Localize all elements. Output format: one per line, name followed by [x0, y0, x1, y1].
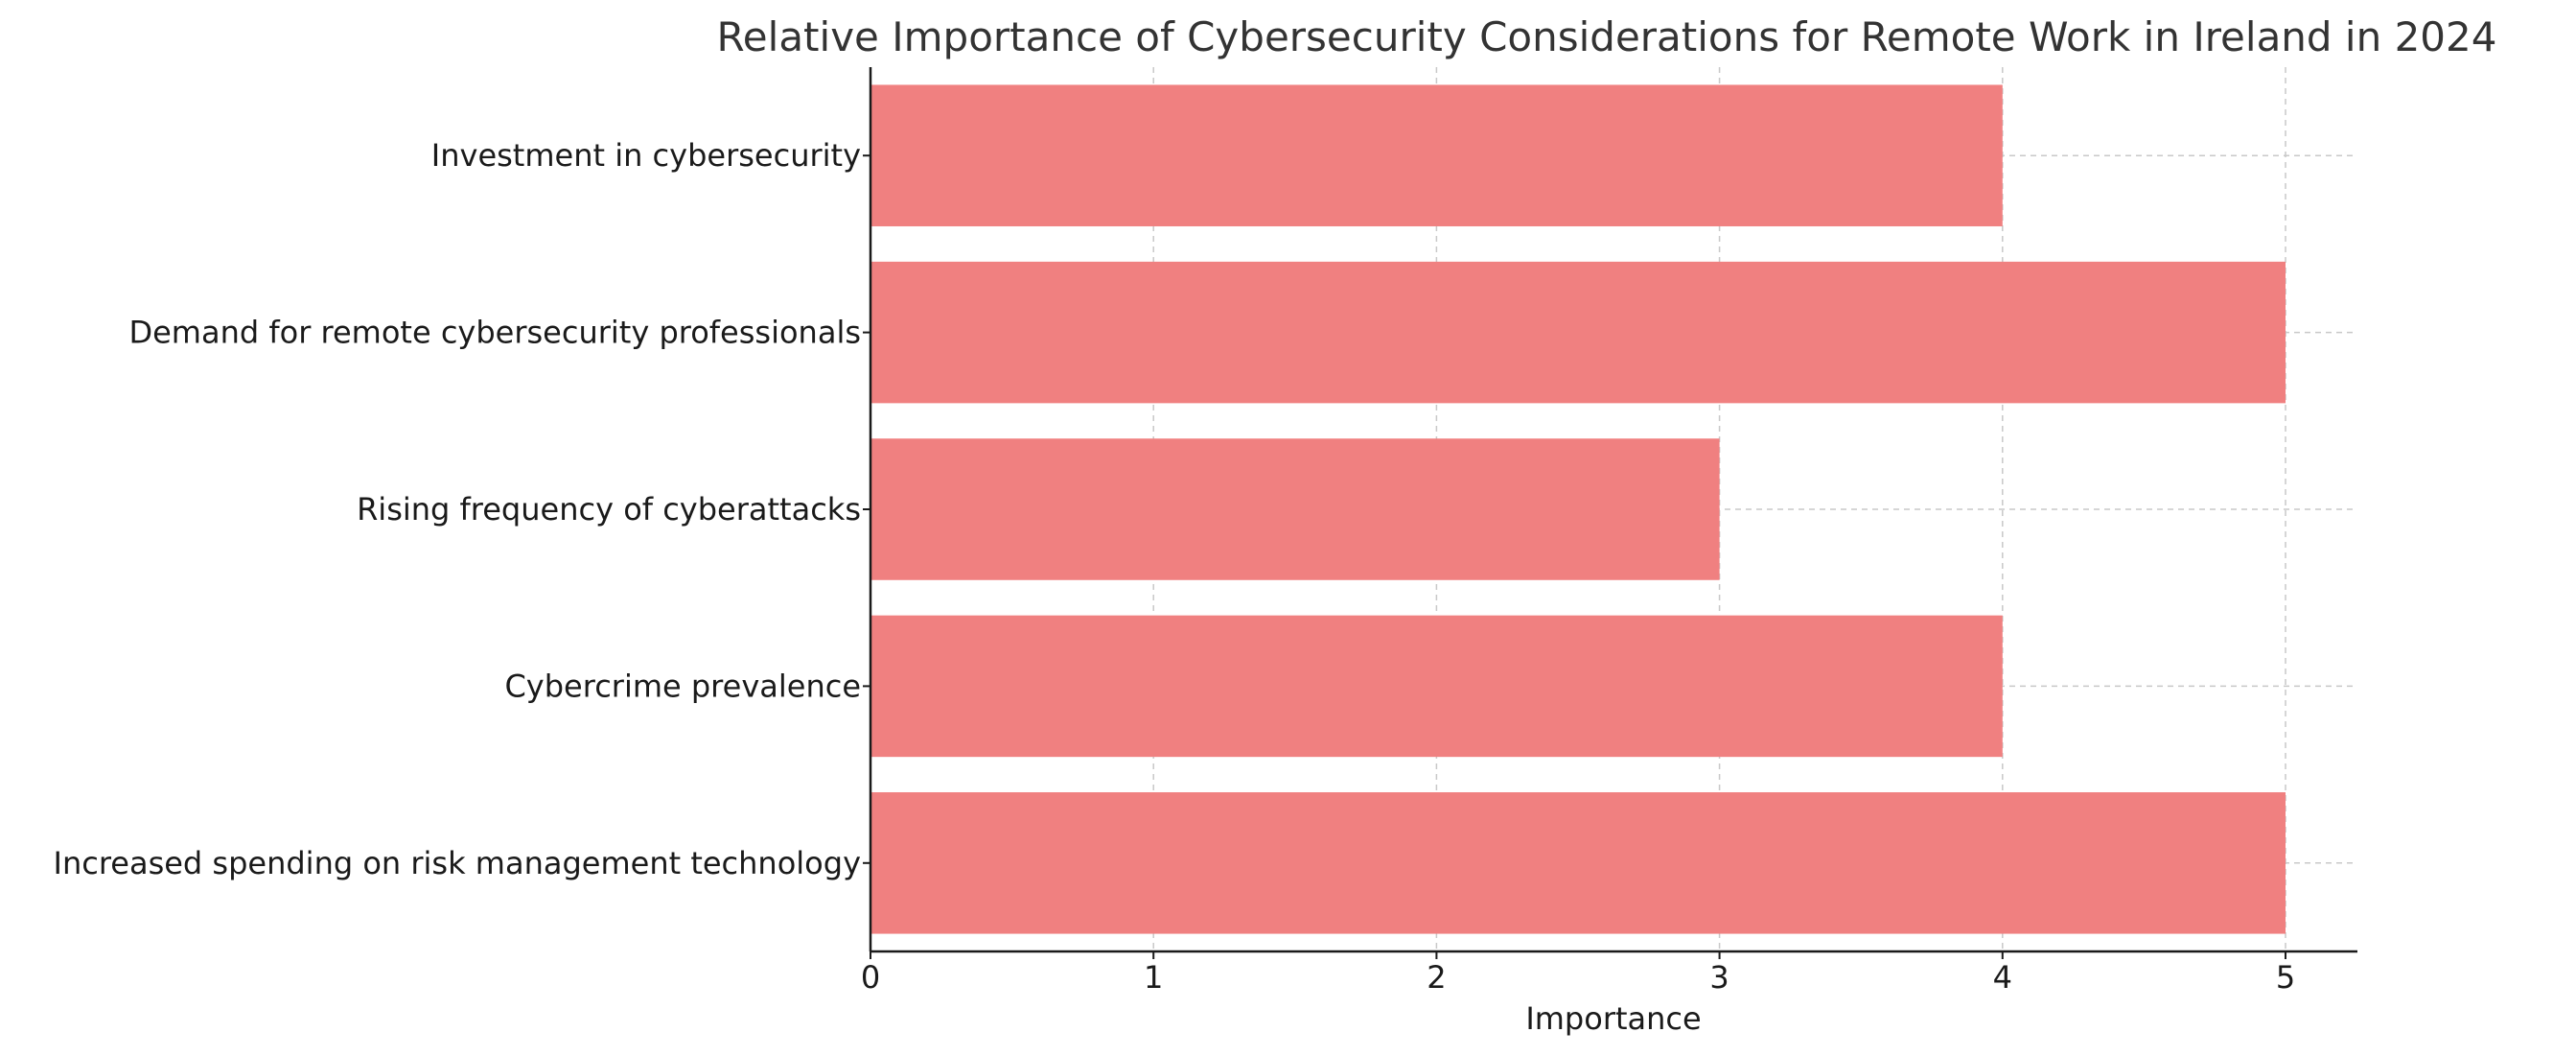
bar — [870, 438, 1720, 580]
bar — [870, 84, 2003, 226]
x-tick-label: 3 — [1709, 959, 1729, 996]
x-tick-label: 4 — [1993, 959, 2012, 996]
y-tick-labels: Investment in cybersecurity Demand for re… — [54, 137, 862, 881]
x-tick-label: 5 — [2276, 959, 2295, 996]
x-tick-labels: 0 1 2 3 4 5 — [861, 959, 2295, 996]
chart-title: Relative Importance of Cybersecurity Con… — [717, 13, 2497, 60]
bar — [870, 615, 2003, 758]
y-tick-label: Increased spending on risk management te… — [54, 845, 862, 881]
y-tick-label: Cybercrime prevalence — [504, 668, 861, 704]
x-tick-label: 0 — [861, 959, 880, 996]
y-tick-label: Rising frequency of cyberattacks — [357, 491, 861, 528]
y-tick-label: Demand for remote cybersecurity professi… — [128, 315, 861, 351]
axes — [863, 67, 2357, 959]
x-tick-label: 1 — [1144, 959, 1163, 996]
bar — [870, 261, 2286, 404]
y-tick-label: Investment in cybersecurity — [431, 137, 861, 174]
x-tick-label: 2 — [1427, 959, 1446, 996]
bars — [870, 84, 2286, 934]
x-axis-label: Importance — [1525, 1000, 1701, 1037]
bar — [870, 792, 2286, 934]
